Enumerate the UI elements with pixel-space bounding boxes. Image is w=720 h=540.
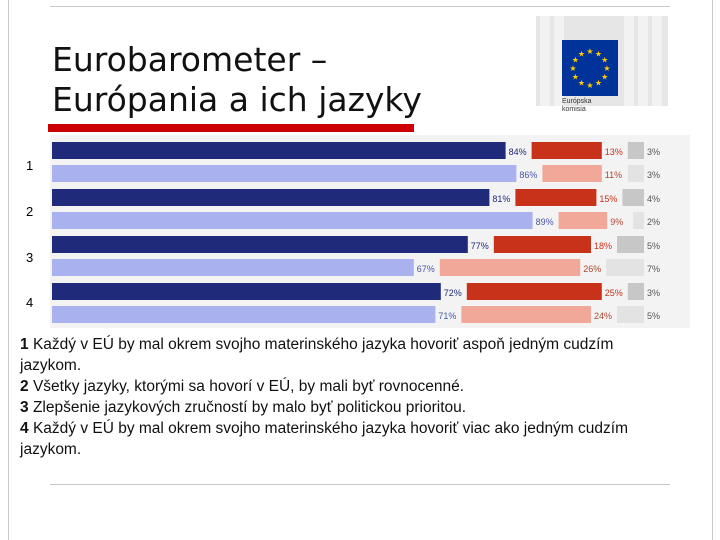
slide-title: Eurobarometer – Európania a ich jazyky — [52, 40, 422, 120]
bar-segment-1-dark-1 — [52, 142, 506, 159]
bar-value-label-2-dark-3: 4% — [647, 194, 660, 204]
bar-value-label-4-light-2: 24% — [594, 311, 612, 321]
bar-segment-2-light-3 — [633, 212, 644, 229]
flag-star-icon: ★ — [595, 49, 602, 58]
legend-item-1: 1 Každý v EÚ by mal okrem svojho materin… — [20, 336, 614, 374]
flag-star-icon: ★ — [578, 49, 585, 58]
flag-star-icon: ★ — [586, 47, 593, 56]
bar-segment-3-dark-3 — [617, 236, 644, 253]
bar-value-label-4-light-3: 5% — [647, 311, 660, 321]
bar-value-label-2-light-1: 89% — [536, 217, 554, 227]
title-accent-bar — [48, 124, 414, 132]
flag-star-icon: ★ — [601, 73, 608, 82]
bar-segment-2-dark-1 — [52, 189, 490, 206]
bar-value-label-2-light-3: 2% — [647, 217, 660, 227]
bar-segment-4-dark-1 — [52, 283, 441, 300]
bar-value-label-3-light-2: 26% — [583, 264, 601, 274]
bar-value-label-3-dark-3: 5% — [647, 241, 660, 251]
bar-segment-4-dark-3 — [627, 283, 644, 300]
flag-star-icon: ★ — [569, 64, 576, 73]
bar-value-label-2-dark-2: 15% — [599, 194, 617, 204]
flag-star-icon: ★ — [572, 73, 579, 82]
bar-segment-1-light-2 — [542, 165, 602, 182]
bottom-rule — [50, 484, 670, 485]
european-commission-logo: ★ ★ ★ ★ ★ ★ ★ ★ ★ ★ ★ ★ Európska komisia — [536, 16, 668, 113]
flag-star-icon: ★ — [595, 79, 602, 88]
eu-flag-icon: ★ ★ ★ ★ ★ ★ ★ ★ ★ ★ ★ ★ — [562, 40, 618, 96]
title-line-2: Európania a ich jazyky — [52, 80, 422, 119]
bar-value-label-3-light-3: 7% — [647, 264, 660, 274]
bar-segment-3-light-2 — [439, 259, 581, 276]
top-rule — [50, 6, 670, 7]
group-label-4: 4 — [26, 295, 34, 310]
bar-value-label-1-dark-3: 3% — [647, 147, 660, 157]
bar-value-label-3-dark-2: 18% — [594, 241, 612, 251]
bar-segment-4-dark-2 — [466, 283, 602, 300]
bar-segment-4-light-2 — [461, 306, 591, 323]
group-label-3: 3 — [26, 250, 34, 265]
bar-value-label-2-dark-1: 81% — [492, 194, 510, 204]
bar-segment-4-light-1 — [52, 306, 436, 323]
bar-value-label-1-dark-1: 84% — [509, 147, 527, 157]
statement-legend: 1 Každý v EÚ by mal okrem svojho materin… — [20, 334, 660, 460]
legend-item-4: 4 Každý v EÚ by mal okrem svojho materin… — [20, 420, 628, 458]
bar-segment-2-dark-3 — [622, 189, 644, 206]
right-rule — [712, 0, 713, 540]
title-line-1: Eurobarometer – — [52, 40, 328, 79]
group-label-2: 2 — [26, 204, 34, 219]
flag-star-icon: ★ — [603, 64, 610, 73]
bar-segment-1-light-3 — [627, 165, 644, 182]
left-rule — [8, 0, 9, 540]
bar-segment-3-light-1 — [52, 259, 414, 276]
bar-segment-2-light-1 — [52, 212, 533, 229]
bar-value-label-1-light-1: 86% — [519, 170, 537, 180]
flag-star-icon: ★ — [572, 56, 579, 65]
group-label-1: 1 — [26, 158, 34, 173]
legend-item-2: 2 Všetky jazyky, ktorými sa hovorí v EÚ,… — [20, 378, 465, 395]
flag-star-icon: ★ — [601, 56, 608, 65]
bar-segment-2-dark-2 — [515, 189, 597, 206]
bar-segment-4-light-3 — [617, 306, 644, 323]
bar-segment-1-dark-3 — [627, 142, 644, 159]
bar-value-label-4-light-1: 71% — [438, 311, 456, 321]
bar-value-label-4-dark-1: 72% — [444, 288, 462, 298]
logo-text: Európska komisia — [562, 98, 592, 113]
flag-star-icon: ★ — [586, 81, 593, 90]
flag-star-icon: ★ — [578, 79, 585, 88]
bar-segment-2-light-2 — [558, 212, 608, 229]
bar-segment-3-dark-1 — [52, 236, 468, 253]
bar-value-label-4-dark-3: 3% — [647, 288, 660, 298]
bar-value-label-2-light-2: 9% — [610, 217, 623, 227]
bar-segment-3-dark-2 — [493, 236, 591, 253]
bar-value-label-1-dark-2: 13% — [605, 147, 623, 157]
bar-value-label-1-light-3: 3% — [647, 170, 660, 180]
bar-segment-1-dark-2 — [531, 142, 602, 159]
bar-value-label-3-light-1: 67% — [417, 264, 435, 274]
bar-segment-3-light-3 — [606, 259, 644, 276]
bar-value-label-1-light-2: 11% — [605, 170, 622, 180]
bar-value-label-3-dark-1: 77% — [471, 241, 489, 251]
bar-value-label-4-dark-2: 25% — [605, 288, 623, 298]
legend-item-3: 3 Zlepšenie jazykových zručností by malo… — [20, 399, 467, 416]
bar-segment-1-light-1 — [52, 165, 517, 182]
